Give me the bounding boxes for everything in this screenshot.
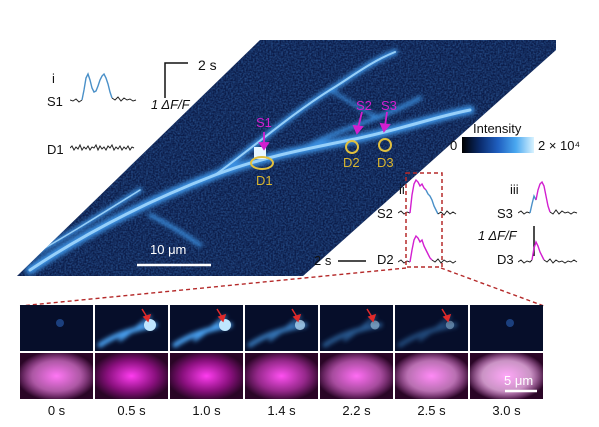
panel-iii-label: iii	[510, 182, 519, 197]
timelapse-frame-magenta	[20, 353, 93, 399]
timelapse-frame-blue	[20, 305, 93, 351]
timelapse-time-label: 0 s	[47, 403, 66, 418]
label-s3: S3	[381, 98, 397, 113]
colorbar-max: 2 × 10⁴	[538, 138, 581, 153]
panel-iii-scale-df: 1 ΔF/F	[478, 228, 517, 243]
panel-iii-traces	[518, 180, 578, 264]
timelapse-time-label: 1.0 s	[192, 403, 221, 418]
timelapse-frame-blue	[95, 305, 168, 351]
panel-ii-d2-label: D2	[377, 252, 394, 267]
panel-i-scale-df: 1 ΔF/F	[151, 97, 190, 112]
timelapse-time-label: 1.4 s	[267, 403, 296, 418]
label-d1: D1	[256, 173, 273, 188]
colorbar-title: Intensity	[473, 121, 522, 136]
spine-arrows	[258, 111, 391, 151]
panel-i-s1-label: S1	[47, 94, 63, 109]
roi-d2	[345, 140, 359, 154]
label-d3: D3	[377, 155, 394, 170]
timelapse-frame-blue	[170, 305, 243, 351]
panel-ii-traces	[398, 178, 457, 264]
highlight-box	[405, 172, 443, 268]
panel-iii-d3-label: D3	[497, 252, 514, 267]
label-s2: S2	[356, 98, 372, 113]
timelapse-frame-magenta	[170, 353, 243, 399]
timelapse-frame-blue	[395, 305, 468, 351]
panel-ii-scale-time: 2 s	[314, 253, 332, 268]
timelapse-frame-blue	[320, 305, 393, 351]
timelapse-scale-bar	[505, 389, 537, 393]
panel-ii-s2-label: S2	[377, 206, 393, 221]
timelapse-frame-blue	[245, 305, 318, 351]
timelapse-frame-blue	[470, 305, 543, 351]
timelapse-frame-magenta	[320, 353, 393, 399]
panel-ii-scale-bar	[338, 260, 366, 262]
colorbar-min: 0	[450, 138, 458, 153]
panel-i-d1-label: D1	[47, 142, 64, 157]
timelapse-time-label: 2.2 s	[342, 403, 371, 418]
image-scale-label: 10 μm	[150, 242, 187, 257]
panel-i-traces	[70, 72, 137, 152]
panel-i-scale	[164, 62, 188, 98]
roi-markers	[137, 111, 392, 267]
timelapse-time-label: 3.0 s	[492, 403, 521, 418]
zoom-connectors	[19, 267, 545, 307]
timelapse-time-label: 0.5 s	[117, 403, 146, 418]
panel-iii-s3-label: S3	[497, 206, 513, 221]
label-s1: S1	[256, 115, 272, 130]
colorbar	[462, 137, 534, 153]
label-d2: D2	[343, 155, 360, 170]
panel-i-label: i	[52, 71, 55, 86]
roi-d1	[250, 156, 274, 170]
panel-i-scale-time: 2 s	[198, 57, 217, 73]
timelapse-frame-magenta	[245, 353, 318, 399]
timelapse-scale-label: 5 μm	[504, 373, 534, 388]
panel-ii-label: ii	[399, 182, 405, 197]
timelapse-frame-magenta	[95, 353, 168, 399]
timelapse-time-label: 2.5 s	[417, 403, 446, 418]
roi-d3	[378, 138, 392, 152]
timelapse-frame-magenta	[395, 353, 468, 399]
